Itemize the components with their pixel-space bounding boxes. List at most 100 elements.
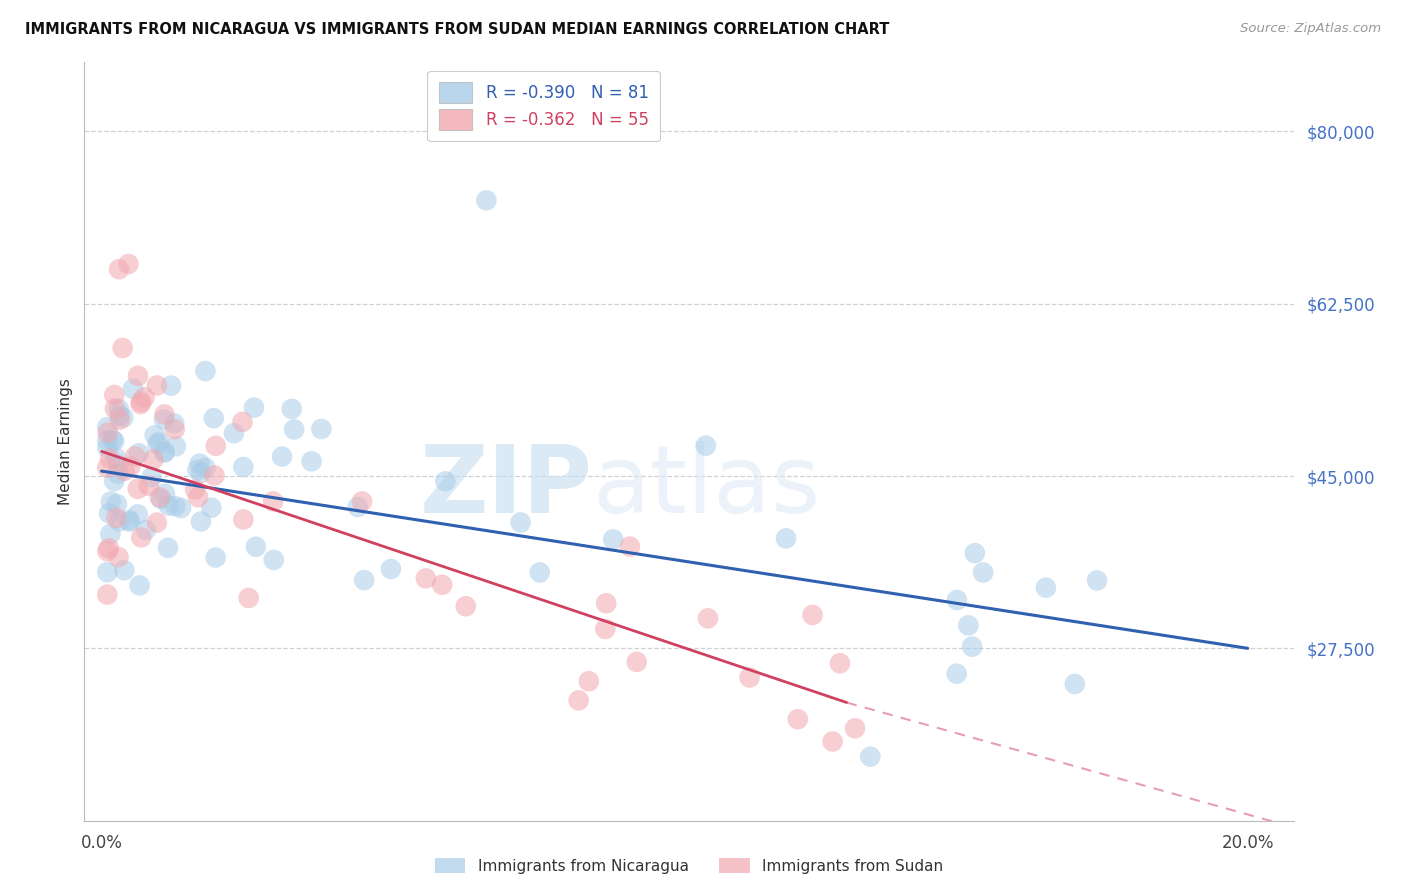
Immigrants from Sudan bbox=[187, 490, 209, 504]
Immigrants from Nicaragua bbox=[103, 434, 125, 449]
Immigrants from Nicaragua bbox=[118, 513, 141, 527]
Immigrants from Sudan bbox=[262, 494, 284, 508]
Immigrants from Nicaragua bbox=[107, 467, 129, 481]
Immigrants from Sudan bbox=[595, 596, 617, 610]
Immigrants from Sudan bbox=[738, 671, 761, 685]
Immigrants from Sudan bbox=[96, 588, 118, 602]
Immigrants from Nicaragua bbox=[146, 437, 169, 451]
Immigrants from Sudan bbox=[415, 571, 437, 585]
Immigrants from Nicaragua bbox=[101, 433, 124, 447]
Immigrants from Sudan bbox=[231, 415, 253, 429]
Immigrants from Nicaragua bbox=[153, 445, 176, 459]
Immigrants from Sudan bbox=[163, 422, 186, 436]
Immigrants from Nicaragua bbox=[859, 749, 882, 764]
Immigrants from Nicaragua bbox=[150, 491, 173, 506]
Immigrants from Sudan bbox=[103, 388, 125, 402]
Immigrants from Nicaragua bbox=[1063, 677, 1085, 691]
Immigrants from Sudan bbox=[108, 262, 131, 277]
Immigrants from Sudan bbox=[104, 401, 127, 416]
Immigrants from Sudan bbox=[138, 479, 160, 493]
Immigrants from Nicaragua bbox=[96, 565, 118, 579]
Immigrants from Nicaragua bbox=[529, 566, 551, 580]
Immigrants from Sudan bbox=[107, 550, 129, 565]
Immigrants from Nicaragua bbox=[245, 540, 267, 554]
Immigrants from Nicaragua bbox=[263, 553, 285, 567]
Immigrants from Nicaragua bbox=[108, 514, 131, 528]
Immigrants from Nicaragua bbox=[163, 417, 186, 431]
Immigrants from Sudan bbox=[821, 734, 844, 748]
Immigrants from Nicaragua bbox=[190, 466, 212, 480]
Immigrants from Nicaragua bbox=[103, 474, 125, 488]
Immigrants from Sudan bbox=[97, 541, 120, 556]
Immigrants from Nicaragua bbox=[434, 475, 457, 489]
Immigrants from Sudan bbox=[238, 591, 260, 605]
Immigrants from Sudan bbox=[844, 721, 866, 735]
Immigrants from Nicaragua bbox=[186, 463, 208, 477]
Immigrants from Nicaragua bbox=[153, 487, 176, 501]
Immigrants from Nicaragua bbox=[122, 382, 145, 396]
Immigrants from Sudan bbox=[619, 540, 641, 554]
Legend: R = -0.390   N = 81, R = -0.362   N = 55: R = -0.390 N = 81, R = -0.362 N = 55 bbox=[427, 70, 661, 142]
Immigrants from Nicaragua bbox=[153, 444, 176, 458]
Immigrants from Nicaragua bbox=[96, 420, 118, 434]
Immigrants from Nicaragua bbox=[190, 515, 212, 529]
Immigrants from Nicaragua bbox=[108, 409, 131, 423]
Immigrants from Nicaragua bbox=[112, 410, 135, 425]
Immigrants from Sudan bbox=[232, 512, 254, 526]
Immigrants from Nicaragua bbox=[98, 506, 121, 520]
Immigrants from Nicaragua bbox=[232, 460, 254, 475]
Immigrants from Nicaragua bbox=[188, 457, 211, 471]
Immigrants from Sudan bbox=[697, 611, 720, 625]
Immigrants from Sudan bbox=[568, 693, 591, 707]
Immigrants from Nicaragua bbox=[98, 527, 121, 541]
Immigrants from Sudan bbox=[111, 341, 134, 355]
Immigrants from Nicaragua bbox=[283, 422, 305, 436]
Immigrants from Nicaragua bbox=[160, 378, 183, 392]
Immigrants from Nicaragua bbox=[695, 439, 717, 453]
Immigrants from Sudan bbox=[454, 599, 477, 614]
Immigrants from Nicaragua bbox=[204, 550, 226, 565]
Immigrants from Nicaragua bbox=[105, 497, 128, 511]
Immigrants from Nicaragua bbox=[311, 422, 333, 436]
Immigrants from Nicaragua bbox=[475, 194, 498, 208]
Text: atlas: atlas bbox=[592, 441, 821, 533]
Immigrants from Nicaragua bbox=[165, 439, 187, 453]
Immigrants from Nicaragua bbox=[128, 578, 150, 592]
Immigrants from Sudan bbox=[352, 494, 374, 508]
Immigrants from Nicaragua bbox=[96, 441, 118, 455]
Immigrants from Sudan bbox=[828, 657, 851, 671]
Immigrants from Nicaragua bbox=[108, 402, 131, 417]
Immigrants from Sudan bbox=[114, 464, 136, 478]
Immigrants from Nicaragua bbox=[957, 618, 980, 632]
Immigrants from Nicaragua bbox=[222, 426, 245, 441]
Immigrants from Nicaragua bbox=[100, 494, 122, 508]
Immigrants from Sudan bbox=[120, 459, 142, 474]
Text: Source: ZipAtlas.com: Source: ZipAtlas.com bbox=[1240, 22, 1381, 36]
Immigrants from Nicaragua bbox=[143, 428, 166, 442]
Immigrants from Sudan bbox=[430, 578, 453, 592]
Immigrants from Nicaragua bbox=[243, 401, 266, 415]
Immigrants from Nicaragua bbox=[509, 516, 531, 530]
Immigrants from Nicaragua bbox=[202, 411, 225, 425]
Immigrants from Nicaragua bbox=[280, 401, 302, 416]
Immigrants from Nicaragua bbox=[157, 499, 180, 513]
Immigrants from Sudan bbox=[149, 491, 172, 505]
Immigrants from Sudan bbox=[153, 408, 176, 422]
Immigrants from Nicaragua bbox=[346, 500, 368, 514]
Immigrants from Sudan bbox=[129, 397, 152, 411]
Immigrants from Nicaragua bbox=[170, 501, 193, 516]
Immigrants from Nicaragua bbox=[112, 563, 135, 577]
Immigrants from Nicaragua bbox=[96, 433, 118, 447]
Immigrants from Nicaragua bbox=[153, 412, 176, 426]
Immigrants from Nicaragua bbox=[135, 523, 157, 537]
Immigrants from Nicaragua bbox=[165, 499, 187, 513]
Immigrants from Nicaragua bbox=[200, 500, 222, 515]
Immigrants from Sudan bbox=[595, 622, 617, 636]
Immigrants from Nicaragua bbox=[194, 364, 217, 378]
Immigrants from Sudan bbox=[127, 482, 149, 496]
Immigrants from Nicaragua bbox=[194, 460, 217, 475]
Immigrants from Nicaragua bbox=[972, 566, 994, 580]
Immigrants from Nicaragua bbox=[960, 640, 983, 654]
Immigrants from Nicaragua bbox=[1085, 574, 1108, 588]
Immigrants from Nicaragua bbox=[156, 541, 179, 555]
